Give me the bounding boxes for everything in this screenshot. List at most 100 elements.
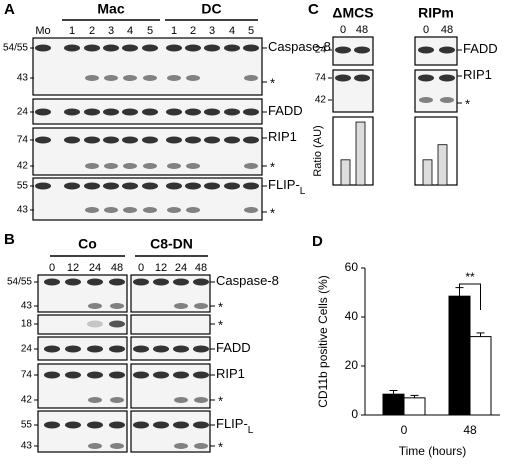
y-tick-label: 0 <box>351 407 358 421</box>
band <box>122 108 138 116</box>
lane-label: 24 <box>175 262 187 274</box>
band <box>109 320 125 328</box>
band <box>87 278 103 286</box>
band <box>44 421 60 429</box>
band <box>439 46 455 54</box>
marker-label: 42 <box>21 395 33 406</box>
protein-label: Caspase-8 <box>268 39 331 54</box>
protein-label: RIP1 <box>463 67 492 82</box>
band <box>153 371 169 379</box>
band <box>110 397 124 403</box>
protein-sub: L <box>300 186 306 197</box>
x-tick-label: 0 <box>401 423 408 437</box>
protein-name: RIP1 <box>463 67 492 82</box>
group-label: RIPm <box>418 5 454 21</box>
band <box>185 136 201 144</box>
lane-label: 12 <box>67 262 79 274</box>
bar <box>422 159 433 186</box>
band <box>88 397 102 403</box>
panel-label: C <box>308 1 319 18</box>
note: * <box>270 159 275 174</box>
marker-label: 54/55 <box>7 277 32 288</box>
band <box>65 345 81 353</box>
marker-label: 74 <box>315 73 327 84</box>
group-label: Mac <box>97 1 124 17</box>
lane-label: 1 <box>69 25 75 37</box>
band <box>143 207 157 213</box>
bar <box>437 144 448 186</box>
band <box>84 136 100 144</box>
band <box>166 136 182 144</box>
lane-label: 48 <box>441 24 453 36</box>
band <box>88 303 102 309</box>
band <box>65 371 81 379</box>
band <box>85 207 99 213</box>
band <box>64 108 80 116</box>
panel-label: A <box>4 1 15 18</box>
lane-label: 2 <box>190 25 196 37</box>
band <box>35 108 51 116</box>
band <box>167 163 181 169</box>
band <box>122 44 138 52</box>
lane-label: 0 <box>138 262 144 274</box>
band <box>122 182 138 190</box>
x-tick-label: 48 <box>463 423 477 437</box>
marker-label: 42 <box>315 95 327 106</box>
group-label: DC <box>201 1 221 17</box>
band <box>173 371 189 379</box>
band <box>204 136 220 144</box>
band <box>193 278 209 286</box>
lane-label: 48 <box>111 262 123 274</box>
protein-label: Caspase-8 <box>216 273 279 288</box>
band <box>335 74 351 82</box>
y-axis-label: Ratio (AU) <box>312 125 324 176</box>
protein-label: FADD <box>268 103 303 118</box>
marker-label: 43 <box>17 205 29 216</box>
lane-label: 1 <box>171 25 177 37</box>
bar <box>382 393 405 416</box>
y-tick-label: 20 <box>345 358 359 372</box>
lane-label: 3 <box>108 25 114 37</box>
lane-label: 4 <box>229 25 235 37</box>
y-tick-label: 40 <box>345 309 359 323</box>
protein-label: FADD <box>216 340 251 355</box>
significance-bracket <box>459 283 481 310</box>
band <box>224 136 240 144</box>
band <box>103 182 119 190</box>
lane-label: 4 <box>127 25 133 37</box>
band <box>84 182 100 190</box>
band <box>243 136 259 144</box>
band <box>142 136 158 144</box>
bar <box>340 159 351 186</box>
band <box>64 44 80 52</box>
band <box>44 345 60 353</box>
band <box>35 182 51 190</box>
band <box>123 75 137 81</box>
protein-sub: L <box>248 425 254 436</box>
band <box>103 136 119 144</box>
band <box>186 207 200 213</box>
marker-label: 24 <box>21 344 33 355</box>
band <box>64 136 80 144</box>
band <box>44 278 60 286</box>
band <box>418 46 434 54</box>
band <box>185 44 201 52</box>
band <box>143 75 157 81</box>
band <box>143 163 157 169</box>
marker-label: 74 <box>17 135 29 146</box>
band <box>133 421 149 429</box>
band <box>204 108 220 116</box>
protein-label: FLIP-L <box>268 177 306 196</box>
band <box>204 182 220 190</box>
band <box>84 44 100 52</box>
band <box>87 345 103 353</box>
band <box>104 163 118 169</box>
marker-label: 54/55 <box>3 43 28 54</box>
panel-label: D <box>312 233 323 250</box>
band <box>174 397 188 403</box>
band <box>109 345 125 353</box>
band <box>166 44 182 52</box>
band <box>109 278 125 286</box>
band <box>243 44 259 52</box>
marker-label: 43 <box>17 73 29 84</box>
